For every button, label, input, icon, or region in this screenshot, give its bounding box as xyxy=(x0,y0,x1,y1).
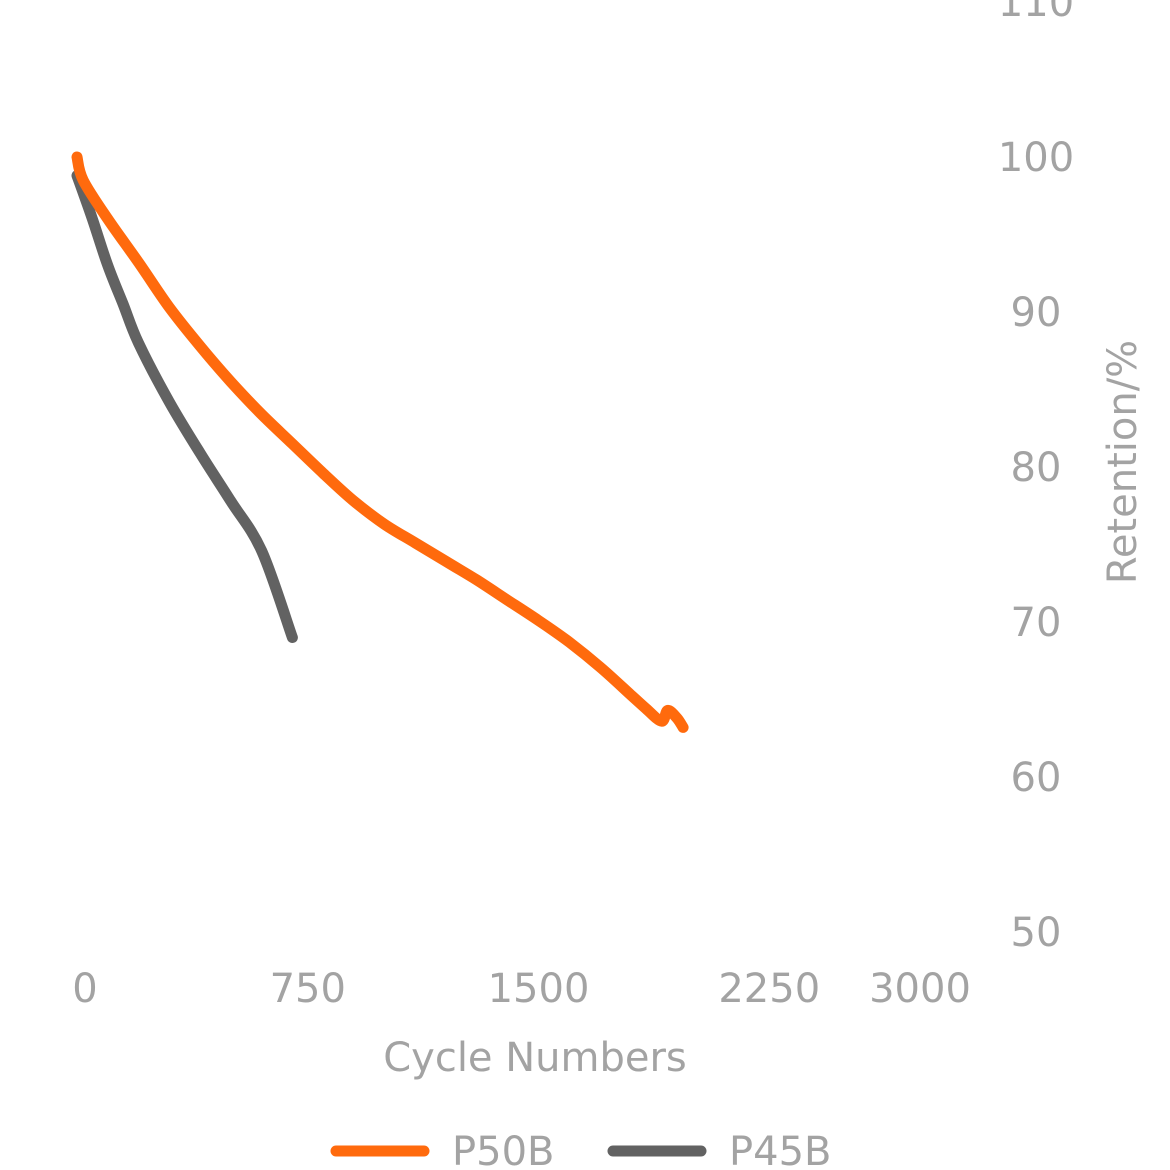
series-lines xyxy=(71,151,689,733)
x-tick-label: 3000 xyxy=(869,966,971,1012)
y-axis-title: Retention/% xyxy=(1100,340,1146,584)
y-tick-label: 70 xyxy=(1011,600,1062,646)
x-axis-ticks: 0 750 1500 2250 3000 xyxy=(72,966,971,1012)
series-line-p50b xyxy=(71,151,689,733)
x-tick-label: 750 xyxy=(270,966,346,1012)
series-line-p45b xyxy=(71,170,298,643)
y-tick-label: 80 xyxy=(1011,445,1062,491)
y-axis-ticks: 110 100 90 80 70 60 50 xyxy=(998,0,1074,956)
legend-label: P45B xyxy=(729,1129,831,1170)
legend-label: P50B xyxy=(452,1129,554,1170)
x-tick-label: 1500 xyxy=(488,966,590,1012)
y-tick-label: 100 xyxy=(998,135,1074,181)
x-axis-title: Cycle Numbers xyxy=(383,1035,687,1081)
y-tick-label: 110 xyxy=(998,0,1074,26)
y-tick-label: 90 xyxy=(1011,290,1062,336)
x-tick-label: 0 xyxy=(72,966,97,1012)
legend: P50B P45B xyxy=(330,1129,831,1170)
x-tick-label: 2250 xyxy=(718,966,820,1012)
y-tick-label: 50 xyxy=(1011,910,1062,956)
y-tick-label: 60 xyxy=(1011,755,1062,801)
